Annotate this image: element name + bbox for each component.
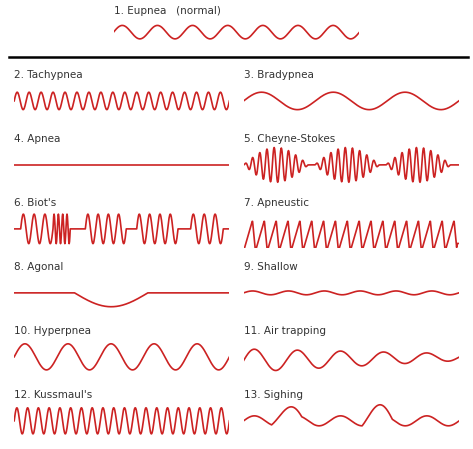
Text: 11. Air trapping: 11. Air trapping	[244, 326, 325, 336]
Text: 3. Bradypnea: 3. Bradypnea	[244, 70, 314, 80]
Text: 8. Agonal: 8. Agonal	[14, 262, 63, 272]
Text: 12. Kussmaul's: 12. Kussmaul's	[14, 390, 92, 400]
Text: 7. Apneustic: 7. Apneustic	[244, 198, 308, 208]
Text: 5. Cheyne-Stokes: 5. Cheyne-Stokes	[244, 134, 335, 144]
Text: 10. Hyperpnea: 10. Hyperpnea	[14, 326, 91, 336]
Text: 9. Shallow: 9. Shallow	[244, 262, 298, 272]
Text: 2. Tachypnea: 2. Tachypnea	[14, 70, 83, 80]
Text: 4. Apnea: 4. Apnea	[14, 134, 61, 144]
Text: 1. Eupnea   (normal): 1. Eupnea (normal)	[114, 5, 220, 16]
Text: 13. Sighing: 13. Sighing	[244, 390, 303, 400]
Text: 6. Biot's: 6. Biot's	[14, 198, 56, 208]
